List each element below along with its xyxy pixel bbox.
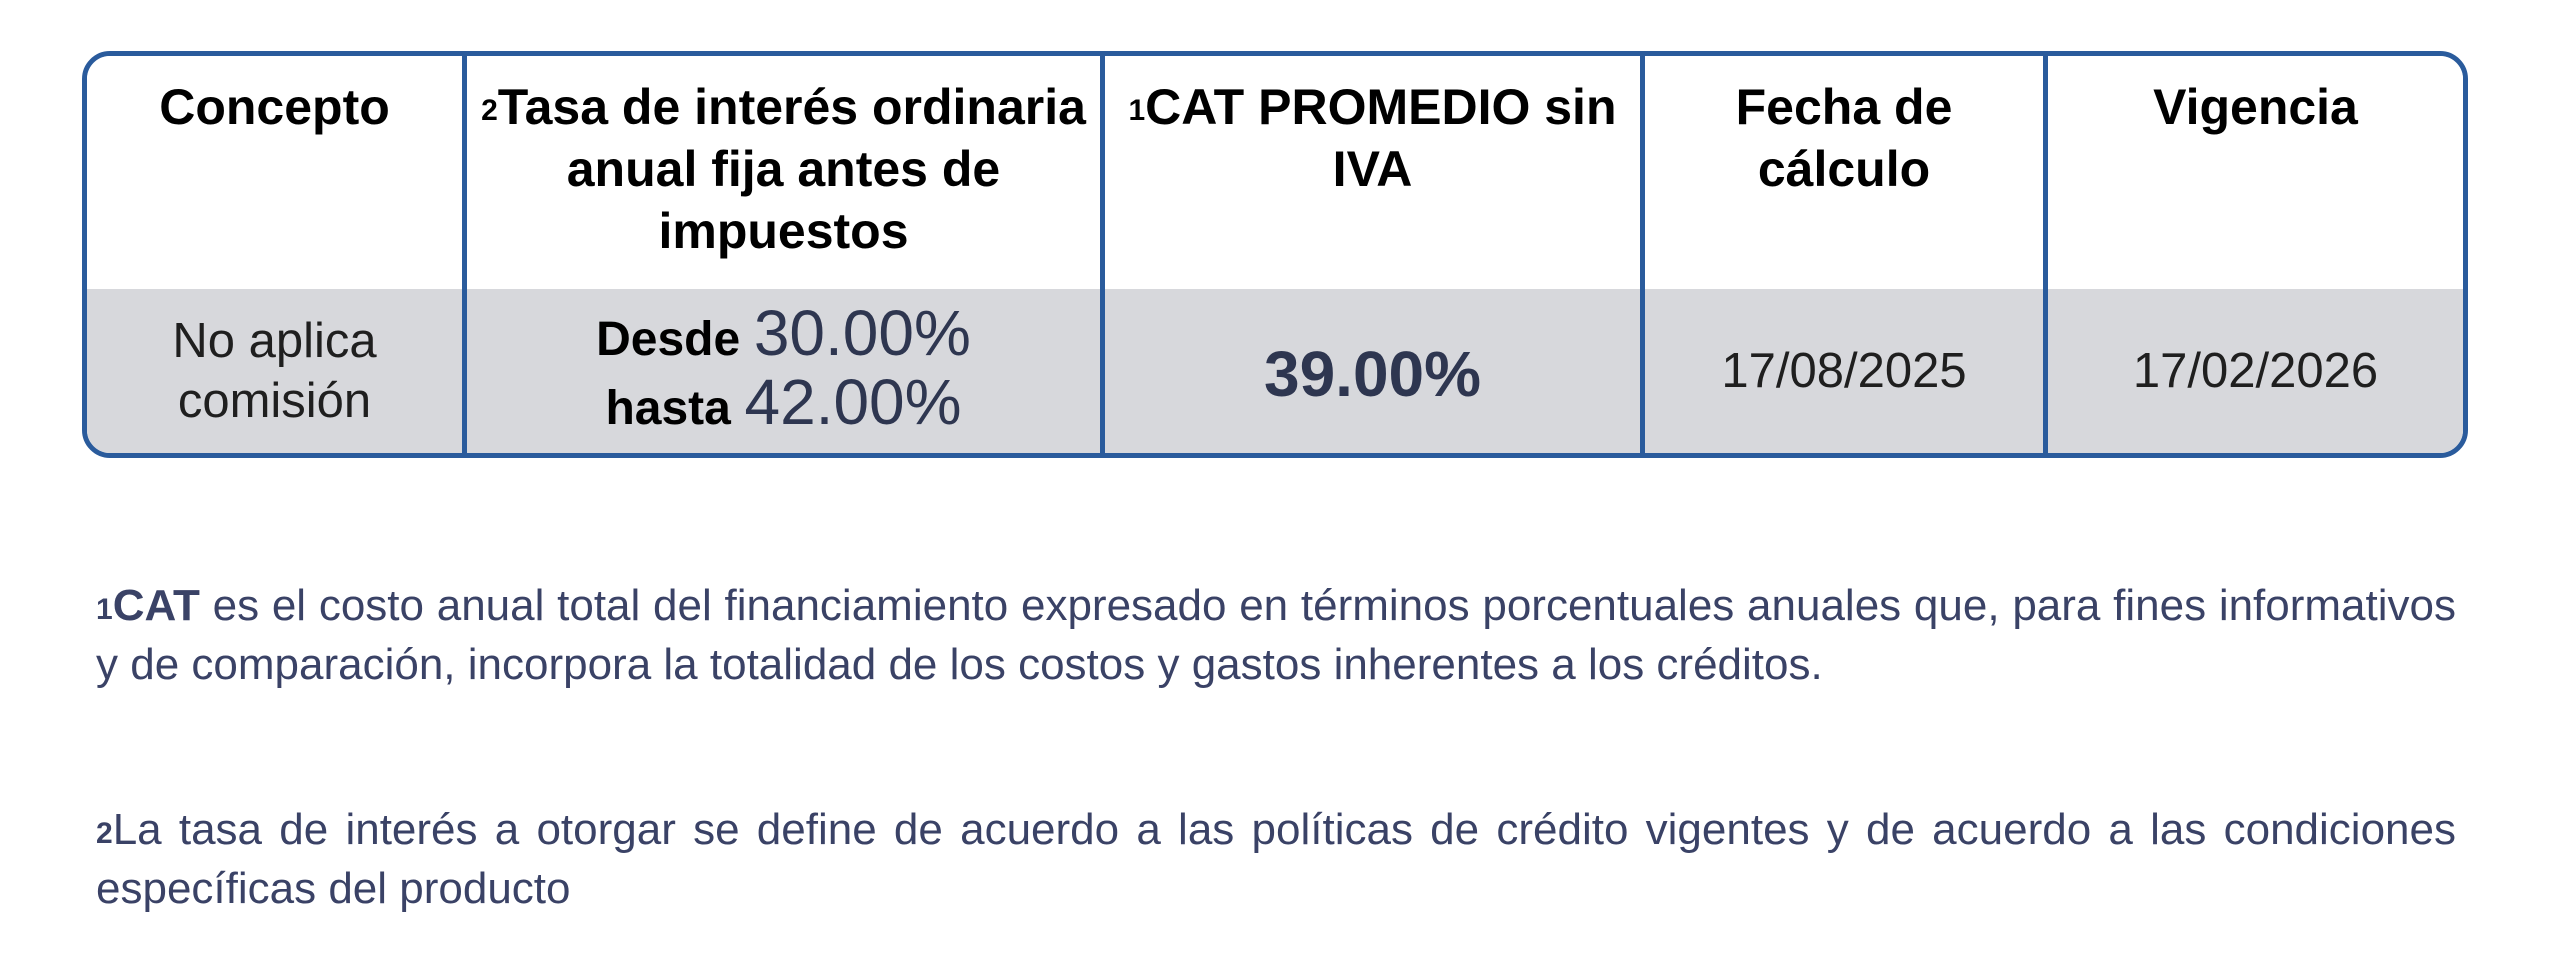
- header-tasa-interes: 2Tasa de interés ordinaria anual fija an…: [467, 56, 1105, 289]
- footnote-tasa-text: La tasa de interés a otorgar se define d…: [96, 805, 2456, 913]
- rates-table: Concepto 2Tasa de interés ordinaria anua…: [82, 51, 2468, 458]
- table-header-row: Concepto 2Tasa de interés ordinaria anua…: [87, 56, 2463, 289]
- fecha-calculo-value: 17/08/2025: [1721, 344, 1967, 398]
- vigencia-value: 17/02/2026: [2132, 344, 2379, 398]
- header-vigencia-text: Vigencia: [2153, 79, 2358, 135]
- header-cat-text: CAT PROMEDIO sin IVA: [1145, 79, 1617, 197]
- tasa-desde-line: Desde 30.00%: [596, 301, 971, 371]
- footnote-cat: 1CAT es el costo anual total del financi…: [96, 576, 2456, 694]
- tasa-desde-label: Desde: [596, 313, 741, 366]
- header-cat-promedio: 1CAT PROMEDIO sin IVA: [1105, 56, 1645, 289]
- cell-fecha-calculo: 17/08/2025: [1645, 289, 2048, 453]
- cell-concepto: No aplica comisión: [87, 289, 467, 453]
- footnote-tasa-sup: 2: [96, 817, 113, 850]
- header-fecha-calculo: Fecha de cálculo: [1645, 56, 2048, 289]
- footnote-cat-text: es el costo anual total del financiamien…: [96, 581, 2456, 689]
- tasa-hasta-value: 42.00%: [744, 366, 962, 438]
- header-concepto-text: Concepto: [159, 79, 390, 135]
- header-concepto: Concepto: [87, 56, 467, 289]
- tasa-hasta-label: hasta: [605, 382, 731, 435]
- header-cat-sup: 1: [1128, 94, 1146, 127]
- tasa-desde-value: 30.00%: [753, 297, 971, 369]
- tasa-hasta-line: hasta 42.00%: [605, 370, 961, 440]
- footnote-tasa: 2La tasa de interés a otorgar se define …: [96, 800, 2456, 918]
- table-row: No aplica comisión Desde 30.00% hasta 42…: [87, 289, 2463, 453]
- header-vigencia: Vigencia: [2048, 56, 2463, 289]
- cell-tasa: Desde 30.00% hasta 42.00%: [467, 289, 1105, 453]
- header-tasa-text: Tasa de interés ordinaria anual fija ant…: [497, 79, 1086, 259]
- cell-cat: 39.00%: [1105, 289, 1645, 453]
- footnote-cat-sup: 1: [96, 593, 113, 626]
- footnote-cat-bold: CAT: [112, 581, 200, 630]
- cell-vigencia: 17/02/2026: [2048, 289, 2463, 453]
- cat-value: 39.00%: [1263, 338, 1482, 410]
- header-tasa-sup: 2: [481, 94, 498, 127]
- concepto-value: No aplica comisión: [172, 314, 377, 428]
- header-fecha-text: Fecha de cálculo: [1735, 79, 1953, 197]
